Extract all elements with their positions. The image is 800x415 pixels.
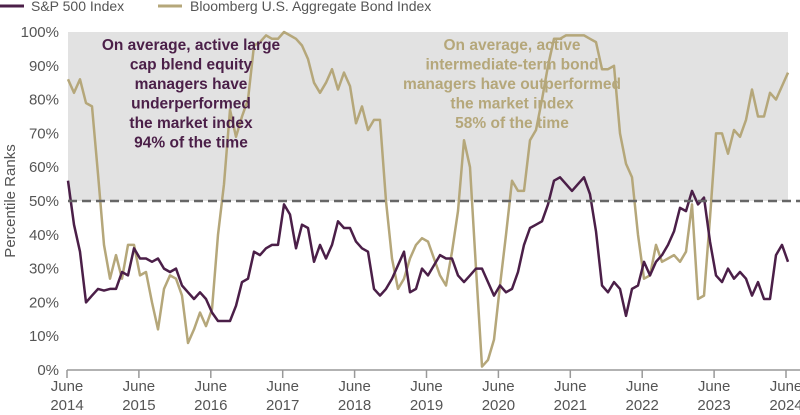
series-line-bond-index bbox=[66, 30, 790, 368]
annotation-line: managers have bbox=[135, 76, 248, 93]
x-tick-month: June bbox=[626, 378, 659, 395]
x-tick-month: June bbox=[770, 378, 800, 395]
y-tick-label: 60% bbox=[29, 159, 59, 176]
x-tick-month: June bbox=[195, 378, 228, 395]
y-tick-label: 100% bbox=[21, 24, 59, 41]
annotation-line: the market index bbox=[450, 96, 574, 113]
y-tick-label: 90% bbox=[29, 58, 59, 75]
annotation-line: underperformed bbox=[131, 96, 251, 113]
bond-annotation: On average, active intermediate-term bond… bbox=[403, 37, 621, 132]
x-tick-year: 2017 bbox=[266, 397, 299, 414]
x-tick-month: June bbox=[338, 378, 371, 395]
y-tick-label: 20% bbox=[29, 294, 59, 311]
series-line-sp500 bbox=[66, 176, 790, 323]
legend-label-sp500: S&P 500 Index bbox=[31, 0, 124, 14]
y-tick-label: 30% bbox=[29, 261, 59, 278]
x-tick-year: 2024 bbox=[769, 397, 800, 414]
annotation-line: intermediate-term bond bbox=[425, 57, 598, 74]
x-tick-year: 2019 bbox=[410, 397, 443, 414]
x-tick-month: June bbox=[266, 378, 299, 395]
y-tick-label: 10% bbox=[29, 328, 59, 345]
x-tick-year: 2020 bbox=[482, 397, 515, 414]
x-tick-year: 2021 bbox=[554, 397, 587, 414]
x-tick-year: 2023 bbox=[697, 397, 730, 414]
annotation-line: the market index bbox=[129, 115, 253, 132]
x-tick-month: June bbox=[410, 378, 443, 395]
equity-annotation: On average, active large cap blend equity… bbox=[102, 37, 281, 152]
x-tick-month: June bbox=[698, 378, 731, 395]
annotation-line: cap blend equity bbox=[130, 57, 253, 74]
annotation-line: 58% of the time bbox=[455, 115, 569, 132]
y-tick-label: 0% bbox=[37, 362, 59, 379]
y-axis-label: Percentile Ranks bbox=[2, 144, 19, 257]
x-tick-month: June bbox=[482, 378, 515, 395]
x-tick-year: 2018 bbox=[338, 397, 371, 414]
x-tick-year: 2014 bbox=[50, 397, 83, 414]
annotation-line: managers have outperformed bbox=[403, 76, 621, 93]
y-tick-label: 40% bbox=[29, 227, 59, 244]
legend: S&P 500 Index Bloomberg U.S. Aggregate B… bbox=[0, 0, 431, 14]
x-tick-month: June bbox=[51, 378, 84, 395]
legend-label-bond: Bloomberg U.S. Aggregate Bond Index bbox=[190, 0, 431, 14]
x-tick-year: 2022 bbox=[626, 397, 659, 414]
annotation-line: 94% of the time bbox=[134, 135, 248, 152]
x-tick-year: 2016 bbox=[194, 397, 227, 414]
outperformance-shaded-region bbox=[68, 32, 788, 201]
x-tick-month: June bbox=[554, 378, 587, 395]
annotation-line: On average, active bbox=[444, 37, 581, 54]
y-tick-label: 70% bbox=[29, 125, 59, 142]
y-tick-label: 80% bbox=[29, 92, 59, 109]
annotation-line: On average, active large bbox=[102, 37, 281, 54]
x-tick-year: 2015 bbox=[122, 397, 155, 414]
x-tick-month: June bbox=[123, 378, 156, 395]
y-tick-label: 50% bbox=[29, 193, 59, 210]
